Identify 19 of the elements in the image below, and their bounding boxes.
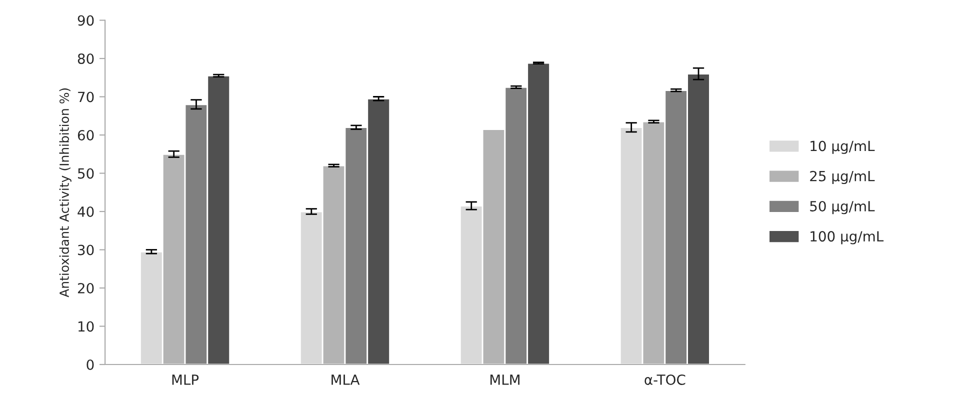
y-tick-label: 20 <box>78 282 94 294</box>
legend-label: 50 µg/mL <box>810 200 875 214</box>
y-tick-label: 90 <box>78 15 94 26</box>
y-tick-label: 10 <box>78 321 94 332</box>
x-tick-label: α-TOC <box>644 374 686 385</box>
y-tick-label: 50 <box>78 168 94 179</box>
y-tick-label: 80 <box>78 53 94 64</box>
legend-label: 10 µg/mL <box>810 140 875 154</box>
y-tick-label: 40 <box>78 206 94 217</box>
x-tick-label: MLA <box>332 374 360 385</box>
legend-label: 25 µg/mL <box>810 170 875 184</box>
y-tick-label: 0 <box>86 359 94 370</box>
x-tick-label: MLP <box>172 374 199 385</box>
y-tick-label: 70 <box>78 92 94 102</box>
y-tick-label: 30 <box>78 244 94 256</box>
legend-label: 100 µg/mL <box>810 231 884 244</box>
x-tick-label: MLM <box>490 374 520 385</box>
y-axis-title: Antioxidant Activity (Inhibition %) <box>59 88 72 298</box>
y-tick-label: 60 <box>78 130 94 140</box>
